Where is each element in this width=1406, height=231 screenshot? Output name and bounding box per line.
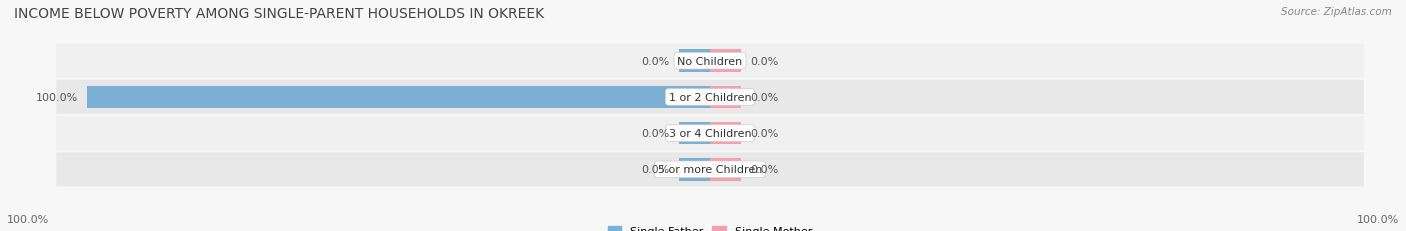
Bar (679, 50, 710, 73)
Bar (710, 158, 741, 181)
Bar (679, 158, 710, 181)
Text: 1 or 2 Children: 1 or 2 Children (669, 92, 751, 103)
FancyBboxPatch shape (56, 153, 1364, 187)
FancyBboxPatch shape (56, 81, 1364, 114)
Text: 3 or 4 Children: 3 or 4 Children (669, 128, 751, 139)
FancyBboxPatch shape (56, 44, 1364, 78)
Text: 0.0%: 0.0% (641, 56, 669, 66)
Text: 0.0%: 0.0% (751, 56, 779, 66)
Text: 0.0%: 0.0% (751, 165, 779, 175)
Text: 5 or more Children: 5 or more Children (658, 165, 762, 175)
Bar (87, 86, 710, 109)
Text: No Children: No Children (678, 56, 742, 66)
Bar (710, 50, 741, 73)
Text: 0.0%: 0.0% (751, 128, 779, 139)
Bar (710, 86, 741, 109)
Text: 0.0%: 0.0% (641, 165, 669, 175)
Text: 0.0%: 0.0% (641, 128, 669, 139)
Text: 100.0%: 100.0% (35, 92, 77, 103)
FancyBboxPatch shape (56, 117, 1364, 150)
Text: 100.0%: 100.0% (1357, 214, 1399, 224)
Bar (710, 122, 741, 145)
Bar (679, 122, 710, 145)
Text: 0.0%: 0.0% (751, 92, 779, 103)
Text: INCOME BELOW POVERTY AMONG SINGLE-PARENT HOUSEHOLDS IN OKREEK: INCOME BELOW POVERTY AMONG SINGLE-PARENT… (14, 7, 544, 21)
Text: 100.0%: 100.0% (7, 214, 49, 224)
Legend: Single Father, Single Mother: Single Father, Single Mother (603, 221, 817, 231)
Text: Source: ZipAtlas.com: Source: ZipAtlas.com (1281, 7, 1392, 17)
